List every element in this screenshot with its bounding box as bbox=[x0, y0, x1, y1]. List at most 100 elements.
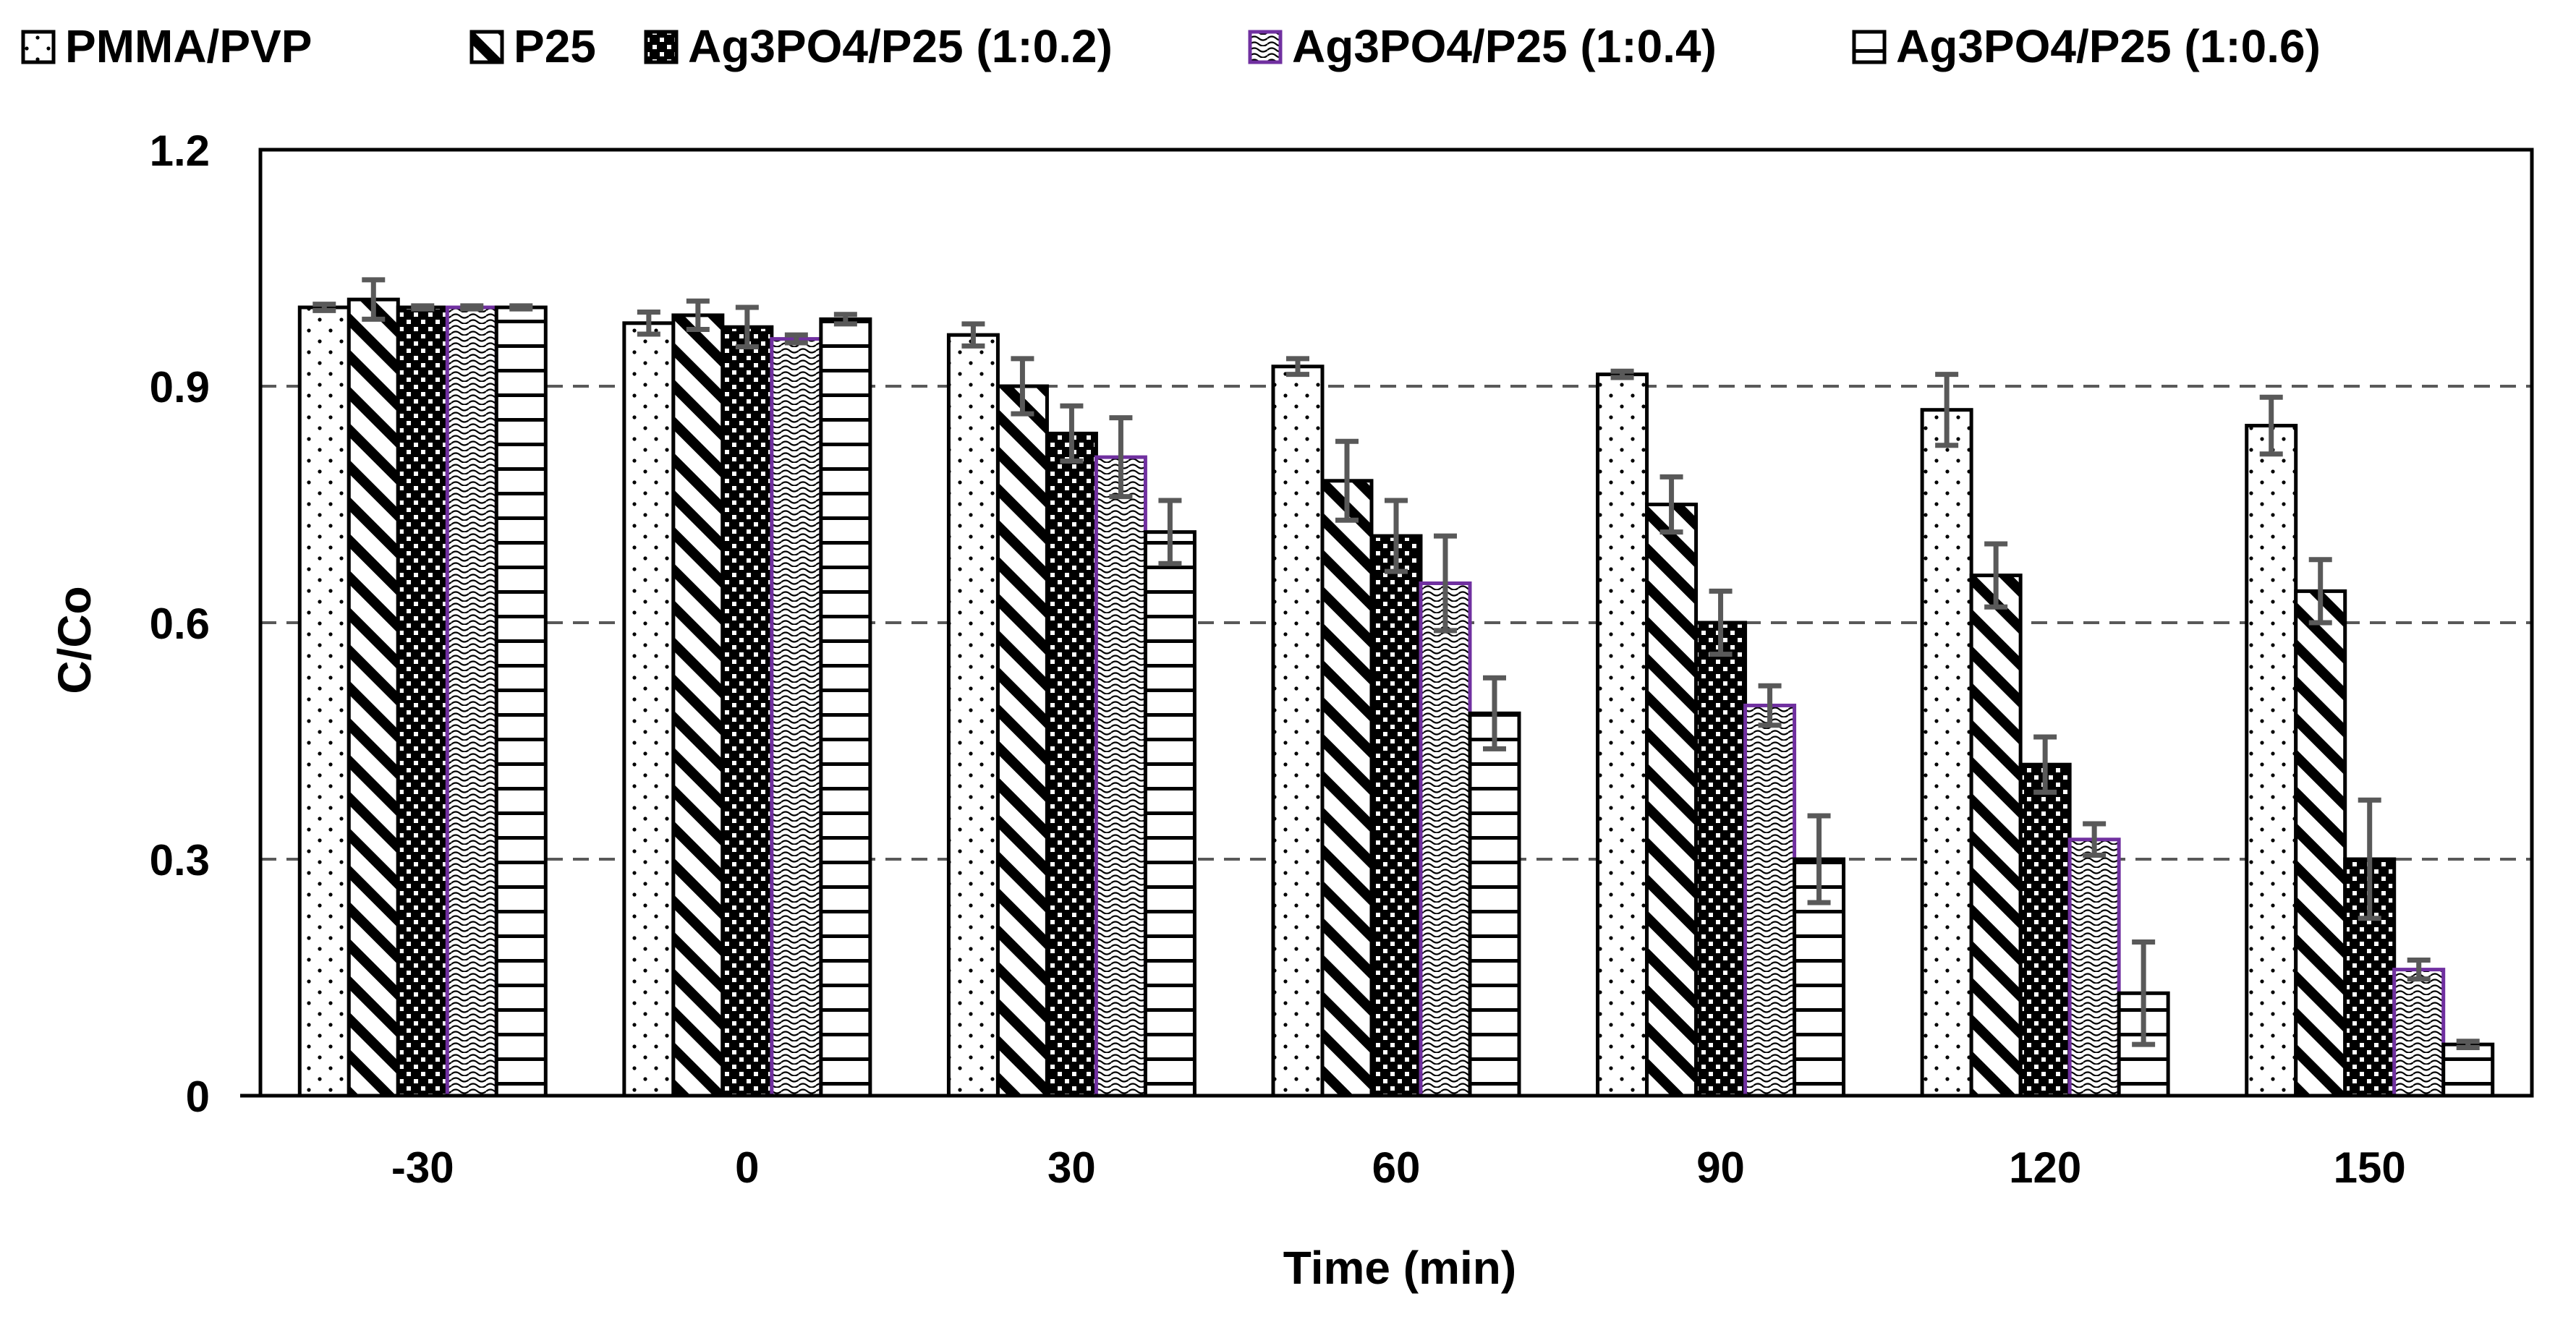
legend-label: Ag3PO4/P25 (1:0.4) bbox=[1292, 20, 1717, 72]
bar bbox=[995, 384, 1049, 1098]
bar bbox=[494, 305, 548, 1098]
error-bar bbox=[1935, 372, 1959, 448]
y-axis-title: C/Co bbox=[48, 586, 101, 694]
legend-swatch bbox=[1852, 30, 1887, 64]
x-tick-label: -30 bbox=[391, 1143, 454, 1192]
error-bar bbox=[784, 332, 808, 346]
error-bar bbox=[1335, 438, 1359, 523]
error-bar bbox=[1483, 675, 1506, 751]
y-tick-label: 0 bbox=[186, 1073, 210, 1121]
x-tick-label: 150 bbox=[2334, 1143, 2406, 1192]
bar bbox=[770, 337, 823, 1098]
x-tick-label: 120 bbox=[2009, 1143, 2081, 1192]
bar bbox=[1419, 581, 1472, 1098]
bar bbox=[1045, 431, 1098, 1098]
error-bar bbox=[362, 277, 386, 322]
bar bbox=[720, 325, 774, 1098]
bar bbox=[1920, 408, 1973, 1098]
bar bbox=[347, 297, 400, 1098]
y-tick-label: 0.9 bbox=[150, 363, 210, 412]
bar bbox=[819, 317, 872, 1098]
x-tick-label: 30 bbox=[1047, 1143, 1096, 1192]
error-bar bbox=[313, 302, 336, 313]
bar bbox=[2018, 762, 2072, 1098]
legend-item: PMMA/PVP bbox=[21, 20, 312, 72]
error-bar bbox=[637, 310, 660, 337]
legend-item: P25 bbox=[469, 20, 596, 72]
error-bar bbox=[509, 303, 533, 312]
bar bbox=[1743, 703, 1797, 1098]
legend-label: Ag3PO4/P25 (1:0.2) bbox=[688, 20, 1113, 72]
bar bbox=[1694, 621, 1748, 1098]
error-bar bbox=[1758, 683, 1782, 728]
error-bar bbox=[2358, 797, 2381, 921]
bar bbox=[1094, 455, 1147, 1098]
error-bar bbox=[1385, 498, 1408, 574]
error-bar bbox=[1286, 356, 1309, 378]
error-bar bbox=[1659, 474, 1683, 535]
x-axis-title: Time (min) bbox=[1283, 1242, 1516, 1294]
error-bar bbox=[2456, 1039, 2480, 1051]
error-bar bbox=[686, 298, 710, 333]
legend-swatch bbox=[469, 30, 504, 64]
bar bbox=[1969, 574, 2023, 1098]
bar bbox=[445, 305, 498, 1098]
error-bar bbox=[1060, 403, 1084, 464]
y-tick-label: 0.3 bbox=[150, 836, 210, 885]
error-bar bbox=[411, 303, 435, 312]
legend-label: P25 bbox=[514, 20, 596, 72]
bar bbox=[396, 305, 449, 1098]
y-tick-label: 0.6 bbox=[150, 600, 210, 648]
bar bbox=[297, 305, 351, 1098]
bar bbox=[1645, 503, 1699, 1098]
legend-swatch bbox=[644, 30, 679, 64]
bar bbox=[1271, 365, 1325, 1098]
legend-swatch bbox=[1248, 30, 1283, 64]
error-bar bbox=[1011, 356, 1034, 417]
legend-label: Ag3PO4/P25 (1:0.6) bbox=[1896, 20, 2321, 72]
x-tick-label: 60 bbox=[1372, 1143, 1421, 1192]
legend-item: Ag3PO4/P25 (1:0.2) bbox=[644, 20, 1113, 72]
legend-label: PMMA/PVP bbox=[65, 20, 312, 72]
bar bbox=[1320, 479, 1374, 1098]
error-bar bbox=[460, 303, 484, 312]
legend: PMMA/PVP P25 Ag3PO4/P25 (1:0.2) Ag3PO4/P25 … bbox=[21, 20, 2321, 72]
y-tick-label: 1.2 bbox=[150, 127, 210, 175]
error-bar bbox=[1158, 498, 1182, 566]
error-bars bbox=[313, 277, 2480, 1051]
error-bar bbox=[833, 312, 857, 327]
bar bbox=[2245, 424, 2298, 1098]
x-tick-label: 0 bbox=[735, 1143, 759, 1192]
legend-item: Ag3PO4/P25 (1:0.4) bbox=[1248, 20, 1717, 72]
error-bar bbox=[1109, 415, 1133, 500]
bar bbox=[2294, 589, 2347, 1098]
bar bbox=[2067, 837, 2121, 1098]
error-bar bbox=[1984, 541, 2008, 610]
error-bar bbox=[735, 304, 759, 349]
error-bar bbox=[2407, 958, 2431, 982]
bar bbox=[1369, 534, 1423, 1098]
error-bar bbox=[2132, 939, 2156, 1047]
error-bar bbox=[2083, 821, 2107, 858]
bar bbox=[1143, 530, 1196, 1098]
bar bbox=[2392, 968, 2446, 1098]
bar bbox=[1596, 372, 1649, 1098]
error-bar bbox=[961, 321, 985, 349]
x-tick-label: 90 bbox=[1696, 1143, 1745, 1192]
bar bbox=[946, 333, 1000, 1098]
error-bar bbox=[1610, 368, 1634, 380]
error-bar bbox=[1434, 533, 1457, 634]
bar bbox=[2441, 1042, 2495, 1098]
error-bar bbox=[2033, 734, 2057, 795]
error-bar bbox=[1709, 588, 1733, 657]
bar bbox=[622, 321, 676, 1098]
error-bar bbox=[2308, 557, 2332, 626]
bars bbox=[297, 297, 2495, 1098]
legend-item: Ag3PO4/P25 (1:0.6) bbox=[1852, 20, 2321, 72]
error-bar bbox=[1807, 813, 1831, 905]
plot-frame bbox=[258, 148, 2534, 1098]
bar bbox=[1468, 711, 1521, 1098]
bar bbox=[671, 313, 725, 1098]
